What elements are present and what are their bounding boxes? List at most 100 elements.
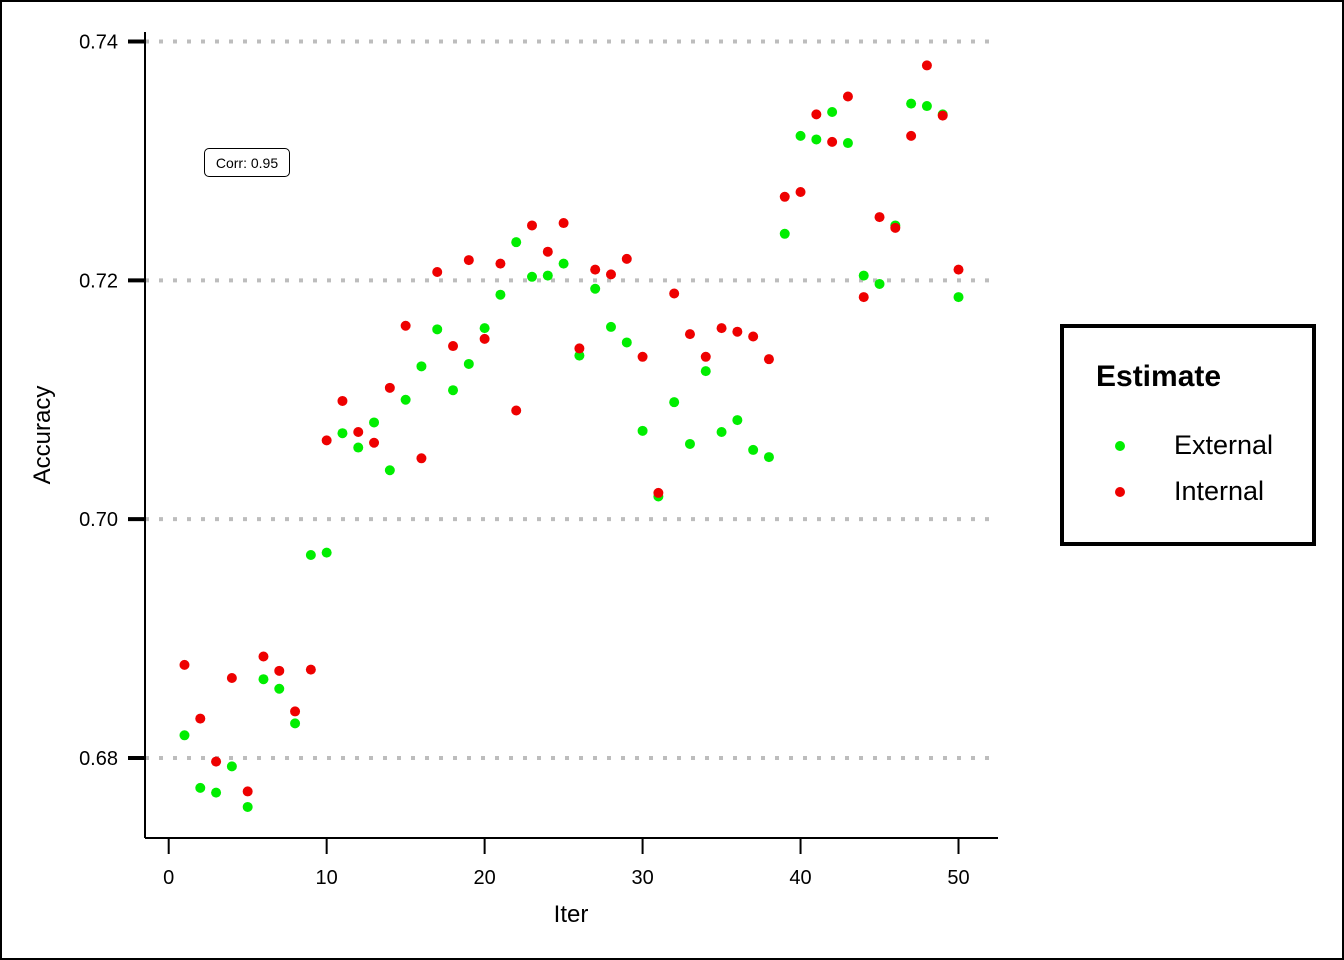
point-internal-1 — [179, 659, 190, 670]
point-external-38 — [763, 452, 774, 463]
point-internal-17 — [432, 267, 443, 278]
point-internal-32 — [669, 288, 680, 299]
gridlines — [145, 39, 998, 760]
point-external-24 — [542, 270, 553, 281]
point-external-26 — [574, 350, 585, 361]
point-external-40 — [795, 130, 806, 141]
point-external-14 — [384, 465, 395, 476]
point-external-33 — [684, 438, 695, 449]
point-external-45 — [874, 278, 885, 289]
point-internal-7 — [274, 665, 285, 676]
correlation-annotation: Corr: 0.95 — [204, 148, 290, 177]
point-internal-31 — [653, 487, 664, 498]
x-tick-label-1: 10 — [316, 867, 338, 889]
point-external-7 — [274, 683, 285, 694]
point-external-32 — [669, 397, 680, 408]
point-internal-36 — [732, 326, 743, 337]
point-external-6 — [258, 674, 269, 685]
point-internal-24 — [542, 246, 553, 257]
legend-item-internal: Internal — [1064, 472, 1312, 512]
point-internal-2 — [195, 713, 206, 724]
point-internal-45 — [874, 212, 885, 223]
point-internal-38 — [763, 354, 774, 365]
legend-label-external: External — [1174, 430, 1274, 460]
point-internal-28 — [605, 269, 616, 280]
y-tick-label-3: 0.74 — [79, 32, 118, 54]
x-tick-label-0: 0 — [163, 867, 174, 889]
point-internal-46 — [890, 222, 901, 233]
point-external-20 — [479, 323, 490, 334]
point-external-17 — [432, 324, 443, 335]
point-internal-3 — [211, 756, 222, 767]
point-external-5 — [242, 801, 253, 812]
point-internal-37 — [748, 331, 759, 342]
point-external-30 — [637, 425, 648, 436]
legend-marker-external — [1115, 441, 1125, 451]
point-external-21 — [495, 289, 506, 300]
legend-title: Estimate — [1096, 360, 1222, 393]
point-internal-25 — [558, 218, 569, 229]
point-internal-13 — [369, 437, 380, 448]
legend-label-internal: Internal — [1174, 476, 1265, 506]
point-external-50 — [953, 292, 964, 303]
point-external-25 — [558, 258, 569, 269]
point-external-9 — [305, 550, 316, 561]
point-internal-8 — [290, 706, 301, 717]
point-internal-41 — [811, 109, 822, 120]
point-external-37 — [748, 444, 759, 455]
point-external-12 — [353, 442, 364, 453]
point-external-43 — [842, 138, 853, 149]
point-internal-49 — [937, 110, 948, 121]
point-internal-5 — [242, 786, 253, 797]
point-internal-14 — [384, 382, 395, 393]
point-external-39 — [779, 228, 790, 239]
point-external-1 — [179, 730, 190, 741]
point-internal-40 — [795, 187, 806, 198]
x-tick-label-5: 50 — [947, 867, 969, 889]
legend-item-external: External — [1064, 426, 1312, 466]
point-internal-43 — [842, 91, 853, 102]
point-internal-48 — [921, 60, 932, 71]
point-internal-11 — [337, 395, 348, 406]
point-internal-10 — [321, 435, 332, 446]
point-internal-39 — [779, 191, 790, 202]
point-internal-33 — [684, 329, 695, 340]
y-axis-title: Accuracy — [29, 386, 56, 485]
point-internal-18 — [448, 341, 459, 352]
point-internal-4 — [226, 672, 237, 683]
point-external-18 — [448, 385, 459, 396]
point-external-2 — [195, 782, 206, 793]
legend-marker-internal — [1115, 487, 1125, 497]
point-external-16 — [416, 361, 427, 372]
x-axis-title: Iter — [554, 901, 589, 928]
x-tick-label-2: 20 — [473, 867, 495, 889]
point-internal-16 — [416, 453, 427, 464]
point-external-19 — [463, 358, 474, 369]
point-internal-15 — [400, 320, 411, 331]
point-internal-23 — [527, 220, 538, 231]
point-external-34 — [700, 366, 711, 377]
point-internal-42 — [827, 136, 838, 147]
point-external-42 — [827, 107, 838, 118]
y-tick-label-0: 0.68 — [79, 748, 118, 770]
point-external-3 — [211, 787, 222, 798]
point-external-47 — [906, 98, 917, 109]
y-tick-label-2: 0.72 — [79, 270, 118, 292]
point-internal-21 — [495, 258, 506, 269]
point-external-36 — [732, 415, 743, 426]
point-internal-44 — [858, 292, 869, 303]
point-external-11 — [337, 428, 348, 439]
tick-group: 0.68 0.70 0.72 0.74 0 10 20 30 40 50 — [79, 32, 970, 889]
axes — [144, 32, 998, 839]
point-internal-20 — [479, 333, 490, 344]
point-internal-12 — [353, 427, 364, 438]
point-internal-27 — [590, 264, 601, 275]
point-external-44 — [858, 270, 869, 281]
point-external-10 — [321, 547, 332, 558]
point-external-35 — [716, 427, 727, 438]
data-points — [179, 60, 964, 812]
point-external-15 — [400, 394, 411, 405]
point-external-22 — [511, 237, 522, 248]
point-external-48 — [921, 101, 932, 112]
